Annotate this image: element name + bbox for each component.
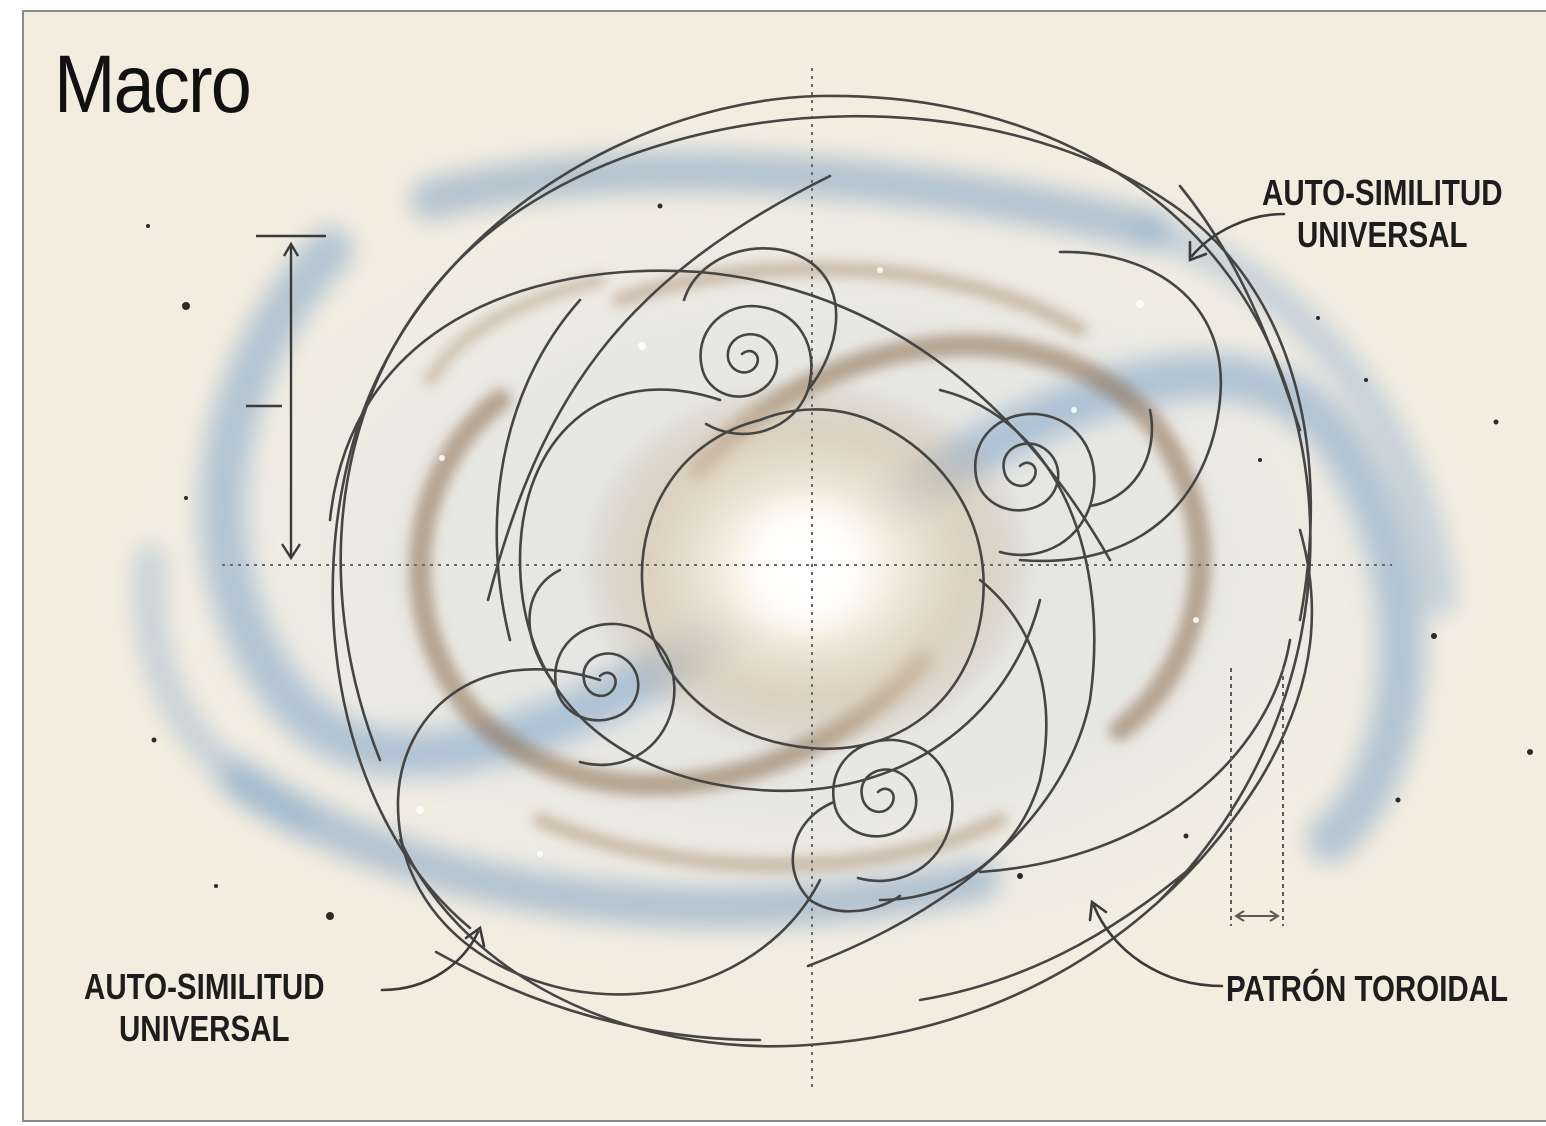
outer-spiral-arc (978, 638, 1292, 874)
label-line: PATRÓN TOROIDAL (1226, 968, 1509, 1009)
core-spiral-ring (640, 408, 985, 751)
small-spiral-node (682, 247, 838, 392)
outer-spiral-arc (486, 174, 832, 602)
mid-spiral-loop (1018, 250, 1223, 563)
arrow-bottom-left (380, 930, 480, 992)
label-auto-similitud-top: AUTO-SIMILITUD UNIVERSAL (1262, 172, 1503, 256)
arrow-bottom-right (1092, 904, 1224, 988)
label-line: AUTO-SIMILITUD (84, 966, 325, 1007)
small-spiral-node (973, 412, 1096, 557)
dotted-axes (222, 68, 1392, 1090)
label-line: UNIVERSAL (1296, 214, 1468, 255)
small-spiral-node (553, 622, 676, 767)
diagram-title: Macro (54, 39, 252, 130)
spiral-overlay (328, 94, 1314, 1048)
mid-spiral-loop (878, 578, 1048, 902)
background-stars (146, 203, 1533, 920)
outer-spiral-arc (1178, 184, 1302, 432)
small-spiral-node (699, 304, 813, 436)
arm-star-clusters (416, 267, 1199, 857)
callout-arrows (380, 212, 1286, 992)
width-measure-bracket (1230, 668, 1284, 926)
small-spiral-node (1088, 408, 1154, 508)
small-spiral-node (831, 738, 954, 883)
label-line: AUTO-SIMILITUD (1262, 172, 1503, 213)
small-spiral-node (528, 568, 562, 688)
outer-spiral-arc (398, 528, 1314, 1048)
label-line: UNIVERSAL (118, 1008, 290, 1049)
outer-spiral-arc (339, 114, 1313, 762)
small-spiral-node (791, 800, 902, 913)
mid-spiral-loop (518, 388, 1042, 793)
mid-spiral-loop (495, 298, 582, 642)
vertical-measure-bracket (246, 234, 326, 561)
arrow-top-right (1190, 212, 1286, 258)
mid-spiral-loop (396, 668, 822, 996)
outer-spiral-arc (806, 388, 1096, 968)
label-auto-similitud-bottom: AUTO-SIMILITUD UNIVERSAL (84, 966, 325, 1050)
label-patron-toroidal: PATRÓN TOROIDAL (1226, 968, 1508, 1010)
outer-spiral-arc (918, 858, 1202, 1002)
outer-spiral-arc (434, 950, 762, 1042)
